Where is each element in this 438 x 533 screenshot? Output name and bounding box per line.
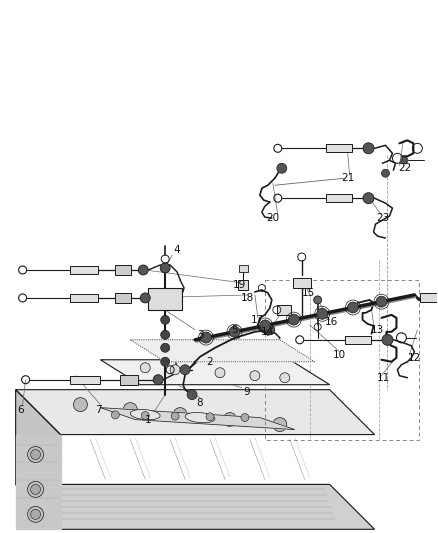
Ellipse shape [185, 413, 215, 423]
Circle shape [161, 343, 170, 352]
Text: 18: 18 [241, 293, 254, 303]
Text: 5: 5 [232, 325, 238, 335]
Bar [293, 278, 311, 288]
Circle shape [140, 293, 150, 303]
Circle shape [31, 510, 41, 519]
Text: 11: 11 [377, 373, 390, 383]
Circle shape [215, 368, 225, 378]
Text: 10: 10 [333, 350, 346, 360]
Circle shape [28, 481, 43, 497]
Text: 9: 9 [244, 386, 250, 397]
Circle shape [201, 332, 212, 343]
Circle shape [140, 363, 150, 373]
Text: 16: 16 [325, 317, 338, 327]
Circle shape [273, 417, 287, 432]
Circle shape [170, 365, 180, 375]
Bar [277, 305, 291, 315]
Polygon shape [130, 340, 314, 362]
Text: 12: 12 [408, 353, 421, 363]
Circle shape [31, 449, 41, 459]
Circle shape [401, 157, 408, 164]
Text: 14: 14 [261, 327, 275, 337]
Circle shape [124, 402, 137, 417]
Circle shape [160, 263, 170, 273]
Circle shape [347, 302, 358, 313]
Circle shape [265, 325, 275, 335]
Text: 13: 13 [371, 325, 384, 335]
Circle shape [381, 169, 389, 177]
Text: 20: 20 [266, 213, 279, 223]
Text: 19: 19 [233, 280, 247, 290]
Text: 3: 3 [197, 330, 203, 340]
Bar [239, 265, 248, 272]
Circle shape [250, 371, 260, 381]
Text: 2: 2 [207, 357, 213, 367]
Circle shape [206, 413, 214, 421]
Circle shape [277, 163, 287, 173]
Bar [71, 294, 99, 302]
Bar [420, 293, 438, 302]
Text: 17: 17 [251, 315, 265, 325]
Circle shape [317, 308, 328, 319]
Polygon shape [16, 434, 60, 529]
Circle shape [241, 414, 249, 422]
Bar [71, 376, 100, 384]
Bar [326, 144, 352, 152]
Polygon shape [100, 360, 330, 385]
Circle shape [31, 484, 41, 495]
Circle shape [28, 506, 43, 522]
Circle shape [74, 398, 88, 411]
Circle shape [141, 411, 149, 419]
Circle shape [260, 320, 271, 331]
Circle shape [376, 296, 387, 307]
Circle shape [288, 314, 299, 325]
Circle shape [171, 412, 179, 420]
Text: 22: 22 [398, 163, 411, 173]
Circle shape [280, 373, 290, 383]
Bar [120, 375, 138, 385]
Text: 23: 23 [376, 213, 389, 223]
Circle shape [173, 408, 187, 422]
Circle shape [161, 357, 170, 366]
Circle shape [161, 330, 170, 340]
Circle shape [363, 143, 374, 154]
Circle shape [382, 334, 393, 345]
Ellipse shape [131, 409, 160, 420]
Circle shape [229, 326, 240, 337]
Circle shape [138, 265, 148, 275]
Bar [115, 265, 131, 275]
Text: 8: 8 [197, 398, 203, 408]
Bar [115, 293, 131, 303]
Circle shape [363, 193, 374, 204]
Circle shape [111, 411, 119, 419]
Polygon shape [16, 390, 60, 529]
Text: 6: 6 [18, 405, 24, 415]
Circle shape [161, 316, 170, 325]
Text: 1: 1 [145, 415, 152, 425]
Text: 21: 21 [341, 173, 354, 183]
Bar [71, 266, 99, 274]
Circle shape [223, 413, 237, 426]
Circle shape [153, 375, 163, 385]
Circle shape [187, 390, 197, 400]
Bar [345, 336, 371, 344]
Polygon shape [16, 484, 374, 529]
Bar [238, 280, 248, 290]
Circle shape [180, 365, 190, 375]
Polygon shape [16, 390, 374, 434]
Text: 7: 7 [95, 405, 102, 415]
Text: 15: 15 [302, 288, 315, 298]
Circle shape [314, 296, 321, 304]
Bar [265, 280, 419, 440]
Text: 4: 4 [174, 245, 180, 255]
Bar [148, 288, 182, 310]
Circle shape [28, 447, 43, 463]
Polygon shape [100, 408, 295, 430]
Bar [326, 194, 352, 202]
